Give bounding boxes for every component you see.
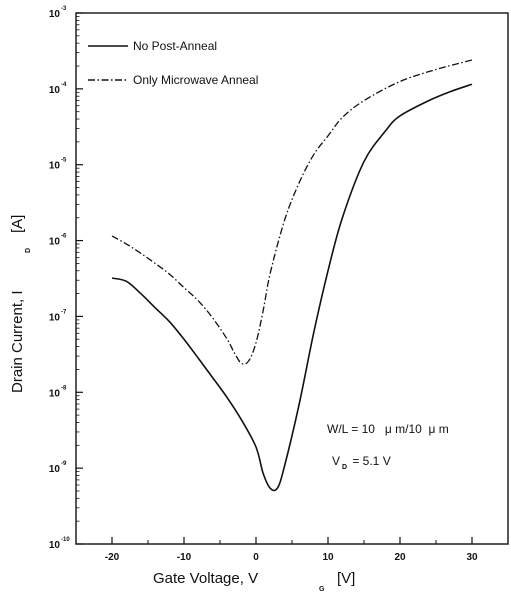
x-axis-label-main: Gate Voltage, V bbox=[153, 570, 258, 587]
y-tick-exponent: -8 bbox=[61, 385, 67, 391]
x-axis-label: Gate Voltage, V G [V] bbox=[153, 570, 355, 593]
x-tick-label: 0 bbox=[253, 552, 259, 563]
y-tick-exponent: -3 bbox=[61, 6, 67, 12]
legend-label-no-post-anneal: No Post-Anneal bbox=[133, 39, 217, 53]
x-tick-label: 10 bbox=[322, 552, 334, 563]
series-line-no-post-anneal bbox=[111, 83, 473, 492]
legend-label-only-microwave-anneal: Only Microwave Anneal bbox=[133, 73, 258, 87]
y-tick-exponent: -5 bbox=[61, 158, 67, 164]
y-tick-label: 10 bbox=[49, 161, 61, 172]
series-line-only-microwave-anneal bbox=[111, 59, 473, 365]
y-axis-label-main: Drain Current, I bbox=[9, 290, 26, 393]
y-tick-exponent: -7 bbox=[61, 309, 67, 315]
annotation-vd-sub: D bbox=[342, 464, 347, 471]
y-tick-label: 10 bbox=[49, 388, 61, 399]
annotation-vd-value: = 5.1 V bbox=[349, 454, 391, 468]
y-axis-label: Drain Current, I D [A] bbox=[9, 215, 32, 393]
y-tick-label: 10 bbox=[49, 540, 61, 551]
y-axis-label-unit: [A] bbox=[9, 215, 26, 233]
y-ticks: 10-310-410-510-610-710-810-910-10 bbox=[49, 6, 83, 551]
series-layer bbox=[111, 59, 473, 492]
y-tick-label: 10 bbox=[49, 237, 61, 248]
y-tick-label: 10 bbox=[49, 9, 61, 20]
x-tick-label: -20 bbox=[105, 552, 120, 563]
y-tick-label: 10 bbox=[49, 312, 61, 323]
x-ticks: -20 -10 0 10 20 30 bbox=[75, 537, 509, 563]
x-tick-label: -10 bbox=[177, 552, 192, 563]
y-axis-label-sub: D bbox=[25, 248, 32, 253]
y-tick-exponent: -4 bbox=[61, 82, 67, 88]
y-tick-label: 10 bbox=[49, 464, 61, 475]
y-tick-exponent: -10 bbox=[61, 537, 70, 543]
plot-frame bbox=[75, 12, 509, 545]
y-tick-exponent: -6 bbox=[61, 234, 67, 240]
x-tick-label: 20 bbox=[394, 552, 406, 563]
x-axis-label-sub: G bbox=[319, 586, 325, 593]
legend: No Post-Anneal Only Microwave Anneal bbox=[88, 39, 258, 87]
x-tick-label: 30 bbox=[466, 552, 478, 563]
x-axis-label-unit: [V] bbox=[337, 570, 355, 587]
annotation-vd: V D = 5.1 V bbox=[332, 454, 391, 471]
y-tick-exponent: -9 bbox=[61, 461, 67, 467]
annotation-wl: W/L = 10 μ m/10 μ m bbox=[327, 422, 449, 436]
annotation-vd-main: V bbox=[332, 454, 340, 468]
y-tick-label: 10 bbox=[49, 85, 61, 96]
